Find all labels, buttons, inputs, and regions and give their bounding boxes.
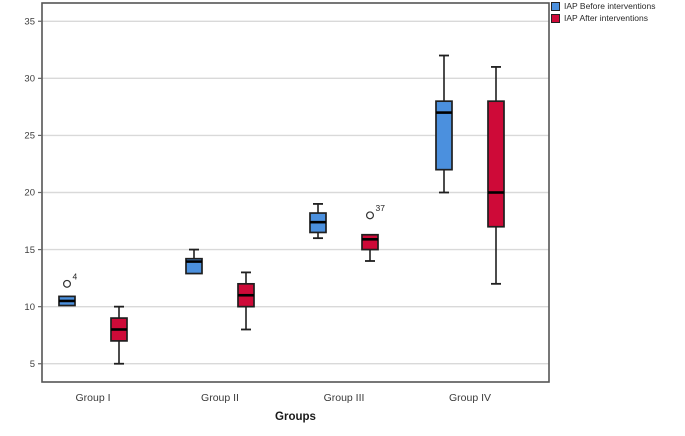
x-category-label: Group II [201, 392, 239, 404]
y-tick-label: 25 [24, 131, 35, 142]
legend-swatch-after [551, 14, 560, 23]
x-axis-title: Groups [275, 411, 316, 423]
legend-item-before: IAP Before interventions [551, 1, 656, 12]
y-tick-label: 15 [24, 245, 35, 256]
boxplot-box [487, 100, 505, 228]
y-tick-label: 10 [24, 302, 35, 313]
legend-label-before: IAP Before interventions [564, 1, 656, 11]
x-category-label: Group III [324, 392, 365, 404]
y-tick-label: 30 [24, 74, 35, 85]
x-category-label: Group I [75, 392, 110, 404]
chart-legend: IAP Before interventions IAP After inter… [551, 1, 656, 24]
legend-label-after: IAP After interventions [564, 13, 648, 23]
y-tick-label: 35 [24, 16, 35, 27]
y-tick-label: 20 [24, 188, 35, 199]
y-tick-label: 5 [30, 359, 35, 370]
legend-swatch-before [551, 2, 560, 11]
outlier-label: 4 [73, 271, 78, 281]
outlier-label: 37 [376, 203, 386, 213]
boxplot-box [435, 100, 453, 171]
outlier-circle [62, 279, 71, 288]
x-category-label: Group IV [449, 392, 491, 404]
boxplot-box [361, 233, 379, 251]
legend-item-after: IAP After interventions [551, 13, 656, 24]
outlier-circle [366, 211, 375, 220]
